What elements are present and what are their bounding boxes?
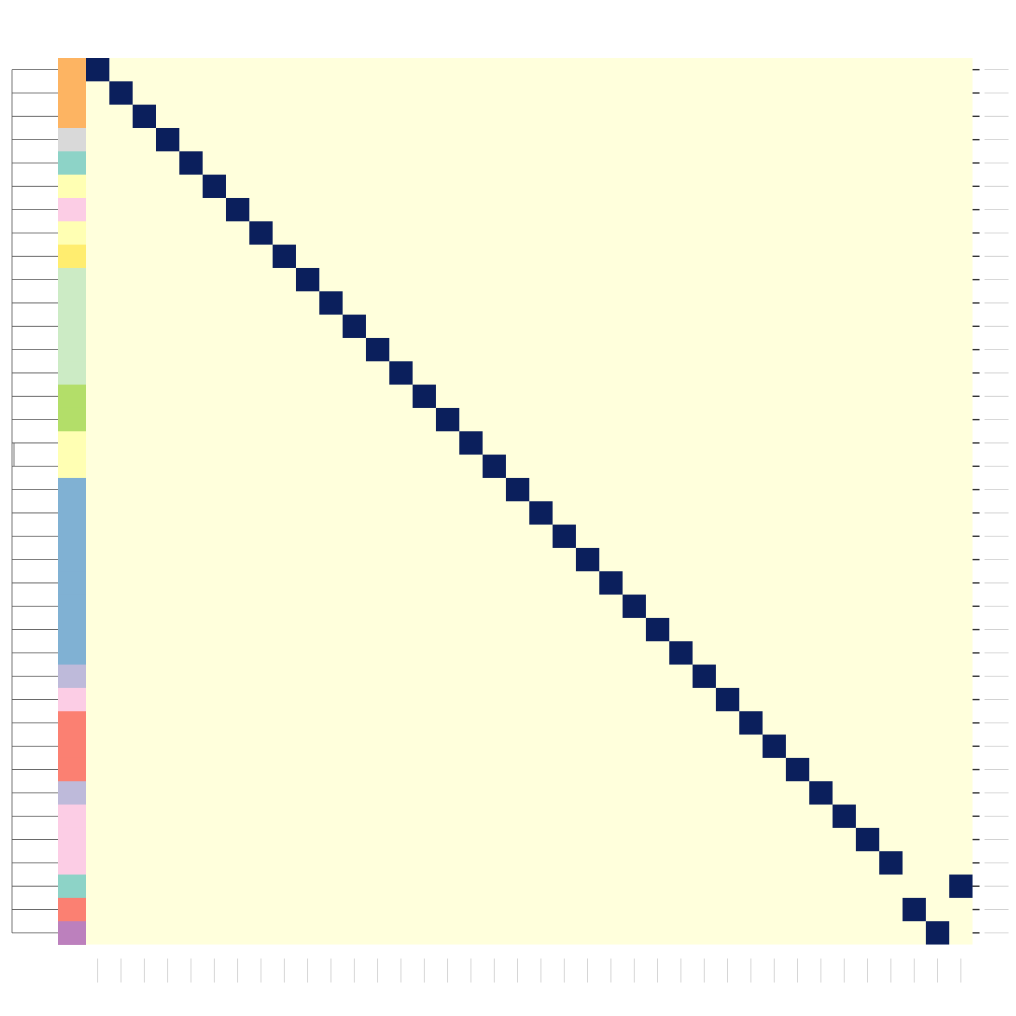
heatmap-cell-15-15 (435, 407, 460, 432)
column-tick-marks (97, 958, 962, 983)
heatmap-cell-21-21 (575, 547, 600, 572)
heatmap-matrix (86, 58, 973, 945)
heatmap-cell-3-3 (155, 127, 180, 152)
row-color-22 (58, 571, 86, 595)
heatmap-cell-32-32 (832, 804, 856, 828)
row-color-7 (58, 221, 86, 246)
row-color-17 (58, 454, 86, 479)
row-color-35 (58, 874, 86, 899)
heatmap-cell-22-22 (599, 571, 623, 595)
heatmap-cell-14-14 (412, 384, 436, 408)
row-color-strip (58, 58, 86, 945)
row-color-10 (58, 291, 86, 316)
heatmap-cell-11-11 (342, 314, 366, 338)
row-color-27 (58, 687, 86, 712)
row-color-9 (58, 267, 86, 292)
row-color-15 (58, 407, 86, 432)
row-color-26 (58, 664, 86, 689)
heatmap-cell-0-0 (86, 58, 110, 82)
heatmap-cell-6-6 (225, 197, 250, 222)
heatmap-cell-18-18 (505, 477, 530, 502)
row-color-0 (58, 58, 86, 82)
row-color-19 (58, 501, 86, 525)
row-color-25 (58, 641, 86, 665)
row-color-33 (58, 827, 86, 852)
heatmap-cell-35-37 (949, 874, 973, 898)
row-color-30 (58, 757, 86, 782)
heatmap-cell-19-19 (529, 501, 553, 525)
heatmap-cell-4-4 (179, 151, 203, 175)
heatmap-cell-31-31 (809, 781, 833, 805)
heatmap-cell-33-33 (855, 827, 880, 852)
row-color-16 (58, 431, 86, 456)
row-color-31 (58, 781, 86, 805)
row-color-18 (58, 477, 86, 502)
row-color-4 (58, 151, 86, 176)
heatmap-cell-20-20 (552, 524, 576, 548)
row-color-8 (58, 244, 86, 269)
row-color-6 (58, 197, 86, 222)
row-color-20 (58, 524, 86, 549)
row-color-28 (58, 711, 86, 735)
heatmap-cell-5-5 (202, 174, 226, 198)
heatmap-cell-37-36 (925, 921, 950, 945)
heatmap-cell-25-25 (669, 641, 693, 665)
row-color-11 (58, 314, 86, 339)
heatmap-cell-12-12 (365, 337, 390, 362)
row-color-13 (58, 361, 86, 386)
heatmap-cell-26-26 (692, 664, 716, 688)
heatmap-cell-13-13 (389, 361, 413, 385)
row-color-2 (58, 104, 86, 129)
row-color-12 (58, 337, 86, 362)
heatmap-cell-28-28 (739, 711, 763, 735)
heatmap-cell-7-7 (249, 221, 273, 245)
row-color-3 (58, 127, 86, 152)
heatmap-cell-27-27 (715, 687, 740, 712)
heatmap-cell-23-23 (622, 594, 646, 618)
row-color-5 (58, 174, 86, 199)
heatmap-cell-9-9 (295, 267, 320, 292)
heatmap-cell-1-1 (109, 81, 133, 105)
row-color-1 (58, 81, 86, 106)
heatmap-cell-36-35 (902, 897, 926, 922)
row-color-34 (58, 851, 86, 875)
row-color-14 (58, 384, 86, 409)
row-color-29 (58, 734, 86, 759)
heatmap-cell-24-24 (645, 617, 670, 642)
heatmap-cell-30-30 (785, 757, 810, 782)
row-color-32 (58, 804, 86, 829)
row-color-21 (58, 547, 86, 572)
heatmap-cell-2-2 (132, 104, 156, 128)
row-dendrogram (11, 69, 58, 934)
row-color-36 (58, 897, 86, 922)
heatmap-cell-16-16 (459, 431, 483, 455)
row-color-23 (58, 594, 86, 619)
row-color-37 (58, 921, 86, 945)
heatmap-cell-10-10 (319, 291, 343, 315)
row-color-24 (58, 617, 86, 642)
heatmap-cell-8-8 (272, 244, 296, 268)
heatmap-cell-29-29 (762, 734, 786, 758)
row-tick-marks (972, 68, 1009, 934)
heatmap-cell-34-34 (879, 851, 903, 875)
heatmap-cell-17-17 (482, 454, 506, 478)
